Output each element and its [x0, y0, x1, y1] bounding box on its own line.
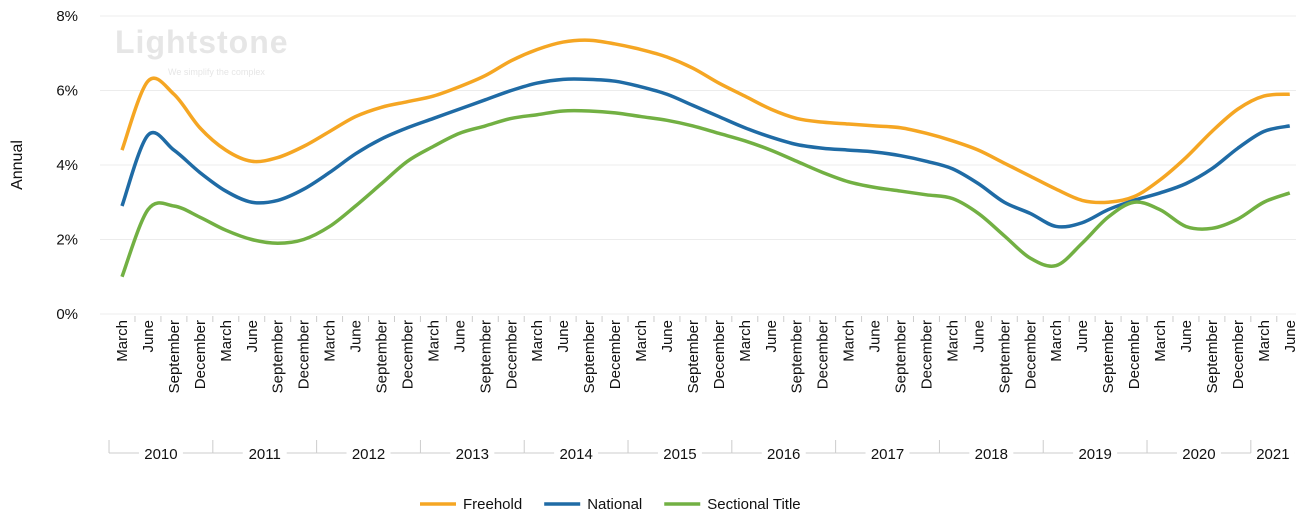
- watermark-brand: Lightstone: [115, 24, 289, 60]
- legend-label: National: [587, 496, 642, 513]
- x-tick-label: September: [996, 320, 1013, 393]
- x-tick-label: December: [1022, 320, 1039, 389]
- x-tick-label: March: [1152, 320, 1169, 362]
- x-tick-label: June: [1178, 320, 1195, 353]
- x-tick-label: December: [711, 320, 728, 389]
- x-tick-label: March: [322, 320, 339, 362]
- y-tick-label: 6%: [56, 83, 78, 100]
- x-tick-label: March: [425, 320, 442, 362]
- year-label: 2010: [144, 446, 177, 463]
- x-tick-label: March: [841, 320, 858, 362]
- x-tick-label: June: [348, 320, 365, 353]
- x-tick-label: December: [1126, 320, 1143, 389]
- year-label: 2021: [1256, 446, 1289, 463]
- x-tick-label: September: [581, 320, 598, 393]
- x-tick-label: March: [114, 320, 131, 362]
- x-tick-label: September: [270, 320, 287, 393]
- legend-label: Sectional Title: [707, 496, 800, 513]
- x-tick-label: June: [763, 320, 780, 353]
- y-axis-label: Annual: [9, 140, 26, 190]
- legend-label: Freehold: [463, 496, 522, 513]
- x-tick-label: September: [1100, 320, 1117, 393]
- x-tick-label: September: [374, 320, 391, 393]
- watermark-tagline: We simplify the complex: [168, 67, 265, 77]
- y-tick-label: 2%: [56, 232, 78, 249]
- y-tick-label: 8%: [56, 8, 78, 25]
- year-label: 2017: [871, 446, 904, 463]
- x-tick-label: December: [399, 320, 416, 389]
- x-tick-label: June: [555, 320, 572, 353]
- x-tick-label: December: [503, 320, 520, 389]
- year-label: 2012: [352, 446, 385, 463]
- x-tick-label: September: [477, 320, 494, 393]
- year-label: 2014: [559, 446, 592, 463]
- x-tick-label: December: [918, 320, 935, 389]
- year-label: 2011: [249, 446, 281, 463]
- year-label: 2016: [767, 446, 800, 463]
- year-label: 2018: [975, 446, 1008, 463]
- x-tick-label: March: [218, 320, 235, 362]
- series-line: [120, 77, 1291, 229]
- x-tick-label: June: [1074, 320, 1091, 353]
- x-tick-label: March: [633, 320, 650, 362]
- x-tick-label: June: [1282, 320, 1296, 353]
- x-tick-label: September: [1204, 320, 1221, 393]
- x-tick-label: June: [140, 320, 157, 353]
- x-tick-label: September: [789, 320, 806, 393]
- x-tick-label: March: [944, 320, 961, 362]
- x-tick-label: December: [607, 320, 624, 389]
- x-tick-label: September: [893, 320, 910, 393]
- x-tick-label: September: [166, 320, 183, 393]
- x-tick-label: June: [244, 320, 261, 353]
- series-line: [120, 38, 1290, 205]
- x-tick-label: March: [1048, 320, 1065, 362]
- x-tick-label: March: [529, 320, 546, 362]
- x-tick-label: December: [296, 320, 313, 389]
- x-tick-label: December: [815, 320, 832, 389]
- x-tick-label: June: [970, 320, 987, 353]
- year-label: 2013: [456, 446, 489, 463]
- year-label: 2020: [1182, 446, 1215, 463]
- x-tick-label: March: [737, 320, 754, 362]
- year-label: 2019: [1078, 446, 1111, 463]
- x-tick-label: June: [867, 320, 884, 353]
- x-tick-label: December: [192, 320, 209, 389]
- series-line: [120, 108, 1291, 278]
- x-tick-label: September: [685, 320, 702, 393]
- y-tick-label: 0%: [56, 306, 78, 323]
- x-tick-label: June: [451, 320, 468, 353]
- x-tick-label: June: [659, 320, 676, 353]
- x-tick-label: March: [1256, 320, 1273, 362]
- y-tick-label: 4%: [56, 157, 78, 174]
- year-label: 2015: [663, 446, 696, 463]
- x-tick-label: December: [1230, 320, 1247, 389]
